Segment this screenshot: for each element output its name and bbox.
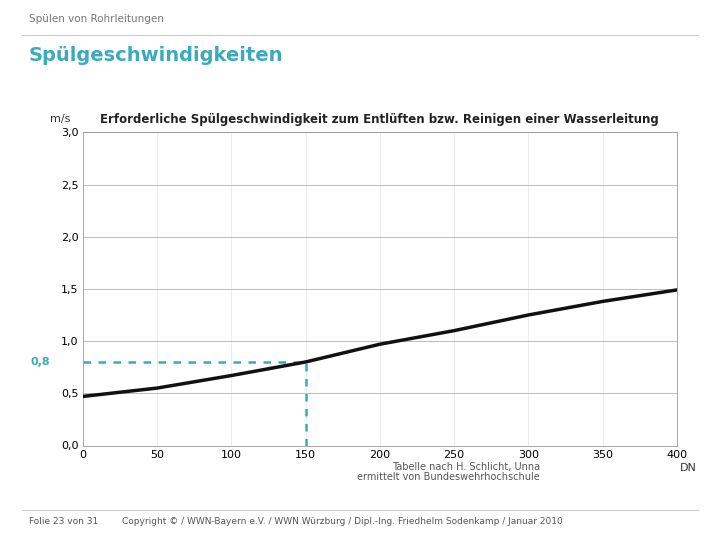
Text: Tabelle nach H. Schlicht, Unna: Tabelle nach H. Schlicht, Unna: [392, 462, 540, 472]
Text: Spülgeschwindigkeiten: Spülgeschwindigkeiten: [29, 46, 283, 65]
Text: DN: DN: [680, 463, 697, 472]
Text: 0,8: 0,8: [30, 357, 50, 367]
Text: m/s: m/s: [50, 114, 71, 125]
Text: Copyright © / WWN-Bayern e.V. / WWN Würzburg / Dipl.-Ing. Friedhelm Sodenkamp / : Copyright © / WWN-Bayern e.V. / WWN Würz…: [122, 517, 563, 526]
Text: Spülen von Rohrleitungen: Spülen von Rohrleitungen: [29, 14, 163, 24]
Title: Erforderliche Spülgeschwindigkeit zum Entlüften bzw. Reinigen einer Wasserleitun: Erforderliche Spülgeschwindigkeit zum En…: [100, 112, 660, 126]
Text: Folie 23 von 31: Folie 23 von 31: [29, 517, 98, 526]
Text: ermittelt von Bundeswehrhochschule: ermittelt von Bundeswehrhochschule: [357, 472, 540, 483]
